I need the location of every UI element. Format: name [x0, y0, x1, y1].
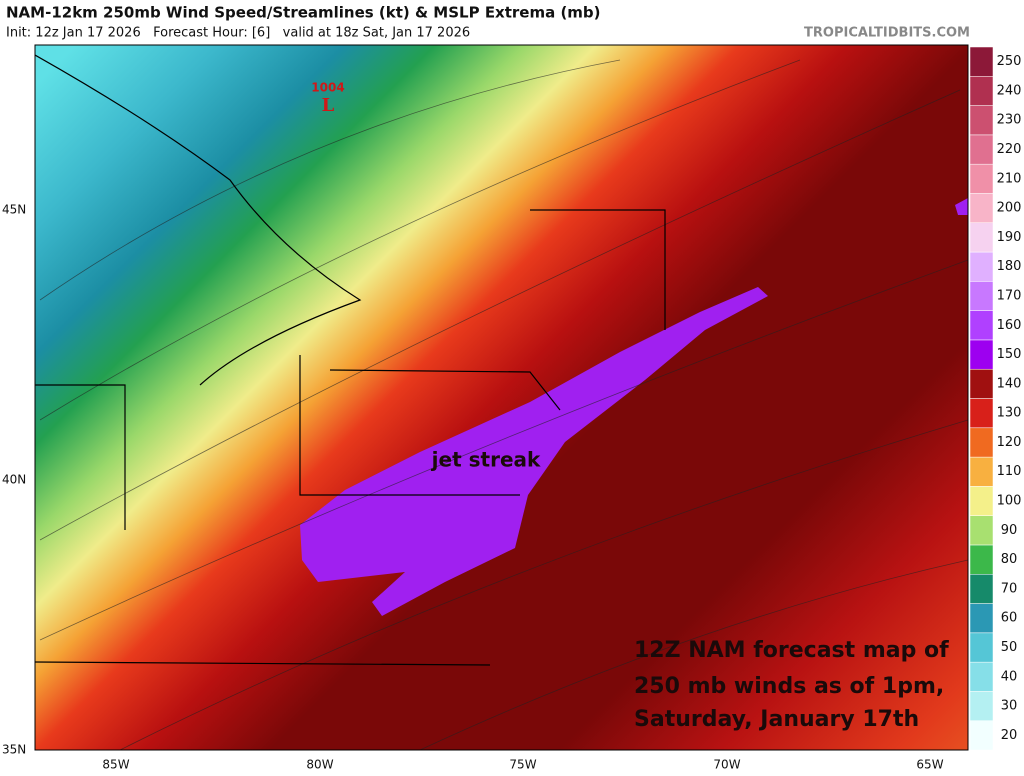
colorbar-swatch: [969, 134, 994, 165]
annotation-line: 12Z NAM forecast map of: [634, 638, 949, 663]
lon-label: 85W: [102, 758, 129, 772]
colorbar-label: 250: [997, 54, 1022, 69]
colorbar-swatch: [969, 339, 994, 370]
colorbar-label: 150: [997, 347, 1022, 362]
colorbar-swatch: [969, 251, 994, 282]
colorbar-swatch: [969, 368, 994, 399]
colorbar-label: 70: [1001, 581, 1018, 596]
colorbar-swatch: [969, 76, 994, 106]
jet-streak: [300, 287, 768, 616]
jet-streak-label: jet streak: [431, 448, 541, 472]
lon-label: 80W: [306, 758, 333, 772]
map: [35, 45, 968, 750]
colorbar-swatch: [969, 456, 994, 487]
colorbar-label: 40: [1001, 669, 1018, 684]
colorbar-swatch: [969, 515, 994, 546]
colorbar-label: 100: [997, 494, 1022, 509]
colorbar-label: 200: [997, 201, 1022, 216]
colorbar-swatch: [969, 691, 994, 721]
streamlines: [39, 59, 968, 750]
colorbar-label: 190: [997, 230, 1022, 245]
colorbar-label: 170: [997, 288, 1022, 303]
credit: TROPICALTIDBITS.COM: [804, 26, 970, 41]
colorbar-label: 60: [1001, 611, 1018, 626]
lon-label: 65W: [916, 758, 943, 772]
colorbar-label: 110: [997, 464, 1022, 479]
map-frame: [34, 44, 969, 751]
colorbar-swatch: [969, 310, 994, 341]
colorbar-swatch: [969, 661, 994, 692]
colorbar: 20 30 40 50 60 70 80 90 100 110 120 130 140 150 160 170…: [969, 46, 1022, 751]
colorbar-swatch: [969, 720, 994, 751]
colorbar-swatch: [969, 427, 994, 458]
colorbar-swatch: [969, 281, 994, 311]
colorbar-label: 160: [997, 318, 1022, 333]
colorbar-label: 90: [1001, 523, 1018, 538]
colorbar-swatch: [969, 46, 994, 77]
colorbar-label: 210: [997, 171, 1022, 186]
colorbar-swatch: [969, 486, 994, 516]
colorbar-label: 130: [997, 406, 1022, 421]
colorbar-swatch: [969, 632, 994, 663]
pressure-label: 1004: [311, 81, 344, 95]
colorbar-swatch: [969, 398, 994, 429]
colorbar-label: 220: [997, 142, 1022, 157]
title: NAM-12km 250mb Wind Speed/Streamlines (k…: [6, 4, 601, 22]
colorbar-label: 140: [997, 376, 1022, 391]
jet-streak-edge: [955, 198, 968, 215]
lon-label: 70W: [713, 758, 740, 772]
colorbar-label: 120: [997, 435, 1022, 450]
subtitle: Init: 12z Jan 17 2026 Forecast Hour: [6]…: [6, 26, 470, 41]
colorbar-label: 240: [997, 83, 1022, 98]
colorbar-swatch: [969, 544, 994, 575]
annotation-line: Saturday, January 17th: [634, 707, 919, 732]
colorbar-label: 30: [1001, 699, 1018, 714]
colorbar-label: 20: [1001, 728, 1018, 743]
annotation-line: 250 mb winds as of 1pm,: [634, 674, 944, 699]
colorbar-swatch: [969, 603, 994, 634]
colorbar-swatch: [969, 574, 994, 604]
colorbar-label: 180: [997, 259, 1022, 274]
wind-field: [35, 45, 968, 750]
colorbar-label: 50: [1001, 640, 1018, 655]
lat-label: 45N: [2, 203, 26, 217]
colorbar-label: 230: [997, 113, 1022, 128]
colorbar-swatch: [969, 193, 994, 223]
lat-label: 40N: [2, 473, 26, 487]
colorbar-label: 80: [1001, 552, 1018, 567]
colorbar-swatch: [969, 105, 994, 136]
colorbar-swatch: [969, 163, 994, 194]
lon-label: 75W: [509, 758, 536, 772]
borders: [35, 54, 666, 666]
lat-label: 35N: [2, 743, 26, 757]
colorbar-swatch: [969, 222, 994, 253]
low-marker: L: [322, 95, 335, 116]
